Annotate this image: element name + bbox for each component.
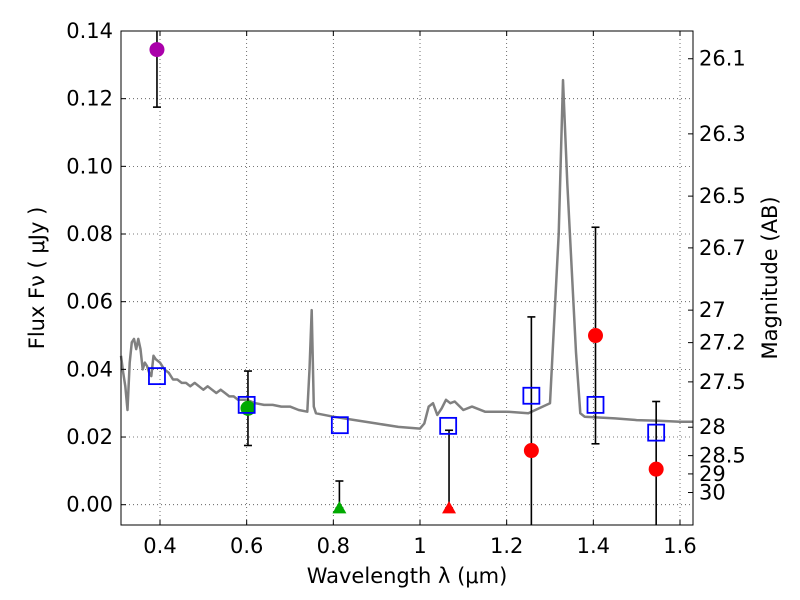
observed-flux-marker — [523, 443, 539, 459]
model-flux-marker — [330, 416, 349, 435]
y-tick-label: 0.10 — [66, 154, 113, 178]
observed-flux-marker — [648, 461, 664, 477]
x-axis: 0.4 0.6 0.8 1 1.2 1.4 1.6 — [143, 31, 697, 558]
mag-tick-label: 29 — [699, 462, 726, 486]
x-tick-label: 1.4 — [577, 534, 610, 558]
model-flux-marker — [522, 386, 541, 405]
mag-tick-label: 28.5 — [699, 444, 746, 468]
y-tick-label: 0.02 — [66, 425, 113, 449]
observed-flux-marker — [149, 42, 165, 58]
x-tick-label: 0.6 — [230, 534, 263, 558]
y-axis-title: Flux Fν ( μJy ) — [25, 207, 49, 350]
x-tick-label: 0.8 — [317, 534, 350, 558]
model-flux-marker — [647, 423, 666, 442]
x-tick-label: 1 — [413, 534, 426, 558]
y-axis: 0.00 0.02 0.04 0.06 0.08 0.10 0.12 0.14 — [66, 19, 126, 517]
x-tick-label: 1.6 — [663, 534, 696, 558]
mag-tick-label: 26.3 — [699, 122, 746, 146]
observed-upper-limit-marker — [332, 501, 347, 514]
model-flux-marker — [237, 395, 256, 414]
y-tick-label: 0.12 — [66, 87, 113, 111]
model-flux-marker — [148, 367, 166, 386]
observed-upper-limit-marker — [442, 501, 457, 514]
x-tick-label: 1.2 — [490, 534, 523, 558]
mag-tick-label: 27 — [699, 298, 726, 322]
y-tick-label: 0.04 — [66, 357, 113, 381]
y-tick-label: 0.08 — [66, 222, 113, 246]
model-flux-marker — [586, 395, 605, 414]
model-points-layer — [148, 367, 666, 442]
mag-tick-label: 27.5 — [699, 370, 746, 394]
mag-tick-label: 30 — [699, 481, 726, 505]
mag-tick-label: 26.1 — [699, 47, 746, 71]
mag-tick-label: 26.5 — [699, 184, 746, 208]
y-tick-label: 0.06 — [66, 290, 113, 314]
right-axis-title: Magnitude (AB) — [758, 196, 782, 359]
x-tick-label: 0.4 — [143, 534, 176, 558]
observed-flux-marker — [588, 328, 603, 344]
y-tick-label: 0.00 — [66, 493, 113, 517]
model-flux-marker — [439, 416, 458, 435]
plot-frame — [120, 30, 694, 526]
mag-tick-label: 27.2 — [699, 331, 746, 355]
y-tick-label: 0.14 — [66, 19, 113, 43]
observed-points-layer — [149, 42, 664, 514]
mag-tick-label: 28 — [699, 415, 726, 439]
mag-tick-label: 26.7 — [699, 236, 746, 260]
x-axis-title: Wavelength λ (μm) — [307, 564, 508, 588]
